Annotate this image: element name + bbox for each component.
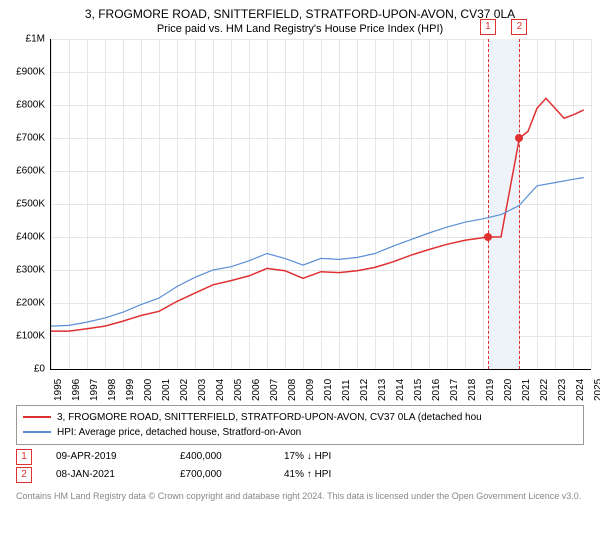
x-tick-label: 2008 (287, 379, 298, 401)
series-hpi (51, 177, 584, 326)
event-number-box: 2 (16, 467, 32, 483)
x-tick-label: 2015 (413, 379, 424, 401)
chart-title: 3, FROGMORE ROAD, SNITTERFIELD, STRATFOR… (0, 0, 600, 23)
legend-label: 3, FROGMORE ROAD, SNITTERFIELD, STRATFOR… (57, 410, 482, 425)
legend-label: HPI: Average price, detached house, Stra… (57, 425, 301, 440)
x-tick-label: 2006 (251, 379, 262, 401)
x-tick-label: 2009 (305, 379, 316, 401)
x-tick-label: 2005 (233, 379, 244, 401)
x-tick-label: 2012 (359, 379, 370, 401)
legend-swatch (23, 416, 51, 418)
series-price_paid (51, 98, 584, 331)
y-tick-label: £500K (0, 198, 45, 209)
x-tick-label: 1995 (53, 379, 64, 401)
y-tick-label: £600K (0, 165, 45, 176)
event-date: 08-JAN-2021 (56, 469, 156, 480)
x-tick-label: 1998 (107, 379, 118, 401)
x-tick-label: 2011 (341, 379, 352, 401)
event-date: 09-APR-2019 (56, 451, 156, 462)
price-point (515, 134, 523, 142)
x-tick-label: 2013 (377, 379, 388, 401)
event-price: £700,000 (180, 469, 260, 480)
x-tick-label: 2020 (503, 379, 514, 401)
x-tick-label: 2019 (485, 379, 496, 401)
x-tick-label: 2024 (575, 379, 586, 401)
event-marker-2: 2 (511, 19, 527, 35)
event-row: 1 09-APR-2019 £400,000 17% ↓ HPI (16, 449, 584, 465)
y-tick-label: £400K (0, 231, 45, 242)
x-tick-label: 2010 (323, 379, 334, 401)
chart-container: 3, FROGMORE ROAD, SNITTERFIELD, STRATFOR… (0, 0, 600, 560)
x-tick-label: 2022 (539, 379, 550, 401)
x-tick-label: 2002 (179, 379, 190, 401)
x-tick-label: 2007 (269, 379, 280, 401)
x-tick-label: 2018 (467, 379, 478, 401)
event-price: £400,000 (180, 451, 260, 462)
x-tick-label: 2016 (431, 379, 442, 401)
event-row: 2 08-JAN-2021 £700,000 41% ↑ HPI (16, 467, 584, 483)
event-delta: 41% ↑ HPI (284, 469, 364, 480)
plot-region: 12 (50, 39, 591, 370)
y-tick-label: £800K (0, 99, 45, 110)
y-tick-label: £200K (0, 297, 45, 308)
x-tick-label: 2004 (215, 379, 226, 401)
x-tick-label: 1999 (125, 379, 136, 401)
line-series (51, 39, 591, 369)
x-tick-label: 2021 (521, 379, 532, 401)
x-tick-label: 1997 (89, 379, 100, 401)
chart-subtitle: Price paid vs. HM Land Registry's House … (0, 23, 600, 39)
price-point (484, 233, 492, 241)
event-marker-1: 1 (480, 19, 496, 35)
x-tick-label: 1996 (71, 379, 82, 401)
y-tick-label: £0 (0, 363, 45, 374)
event-delta: 17% ↓ HPI (284, 451, 364, 462)
y-tick-label: £900K (0, 66, 45, 77)
y-tick-label: £1M (0, 33, 45, 44)
legend-row: HPI: Average price, detached house, Stra… (23, 425, 577, 440)
legend-row: 3, FROGMORE ROAD, SNITTERFIELD, STRATFOR… (23, 410, 577, 425)
x-tick-label: 2003 (197, 379, 208, 401)
x-tick-label: 2001 (161, 379, 172, 401)
x-tick-label: 2025 (593, 379, 600, 401)
event-number-box: 1 (16, 449, 32, 465)
x-tick-label: 2023 (557, 379, 568, 401)
chart-area: 12 £0£100K£200K£300K£400K£500K£600K£700K… (50, 39, 590, 399)
y-tick-label: £700K (0, 132, 45, 143)
x-tick-label: 2000 (143, 379, 154, 401)
footnote: Contains HM Land Registry data © Crown c… (16, 491, 584, 503)
x-tick-label: 2017 (449, 379, 460, 401)
y-tick-label: £100K (0, 330, 45, 341)
y-tick-label: £300K (0, 264, 45, 275)
x-tick-label: 2014 (395, 379, 406, 401)
legend-swatch (23, 431, 51, 433)
legend: 3, FROGMORE ROAD, SNITTERFIELD, STRATFOR… (16, 405, 584, 445)
